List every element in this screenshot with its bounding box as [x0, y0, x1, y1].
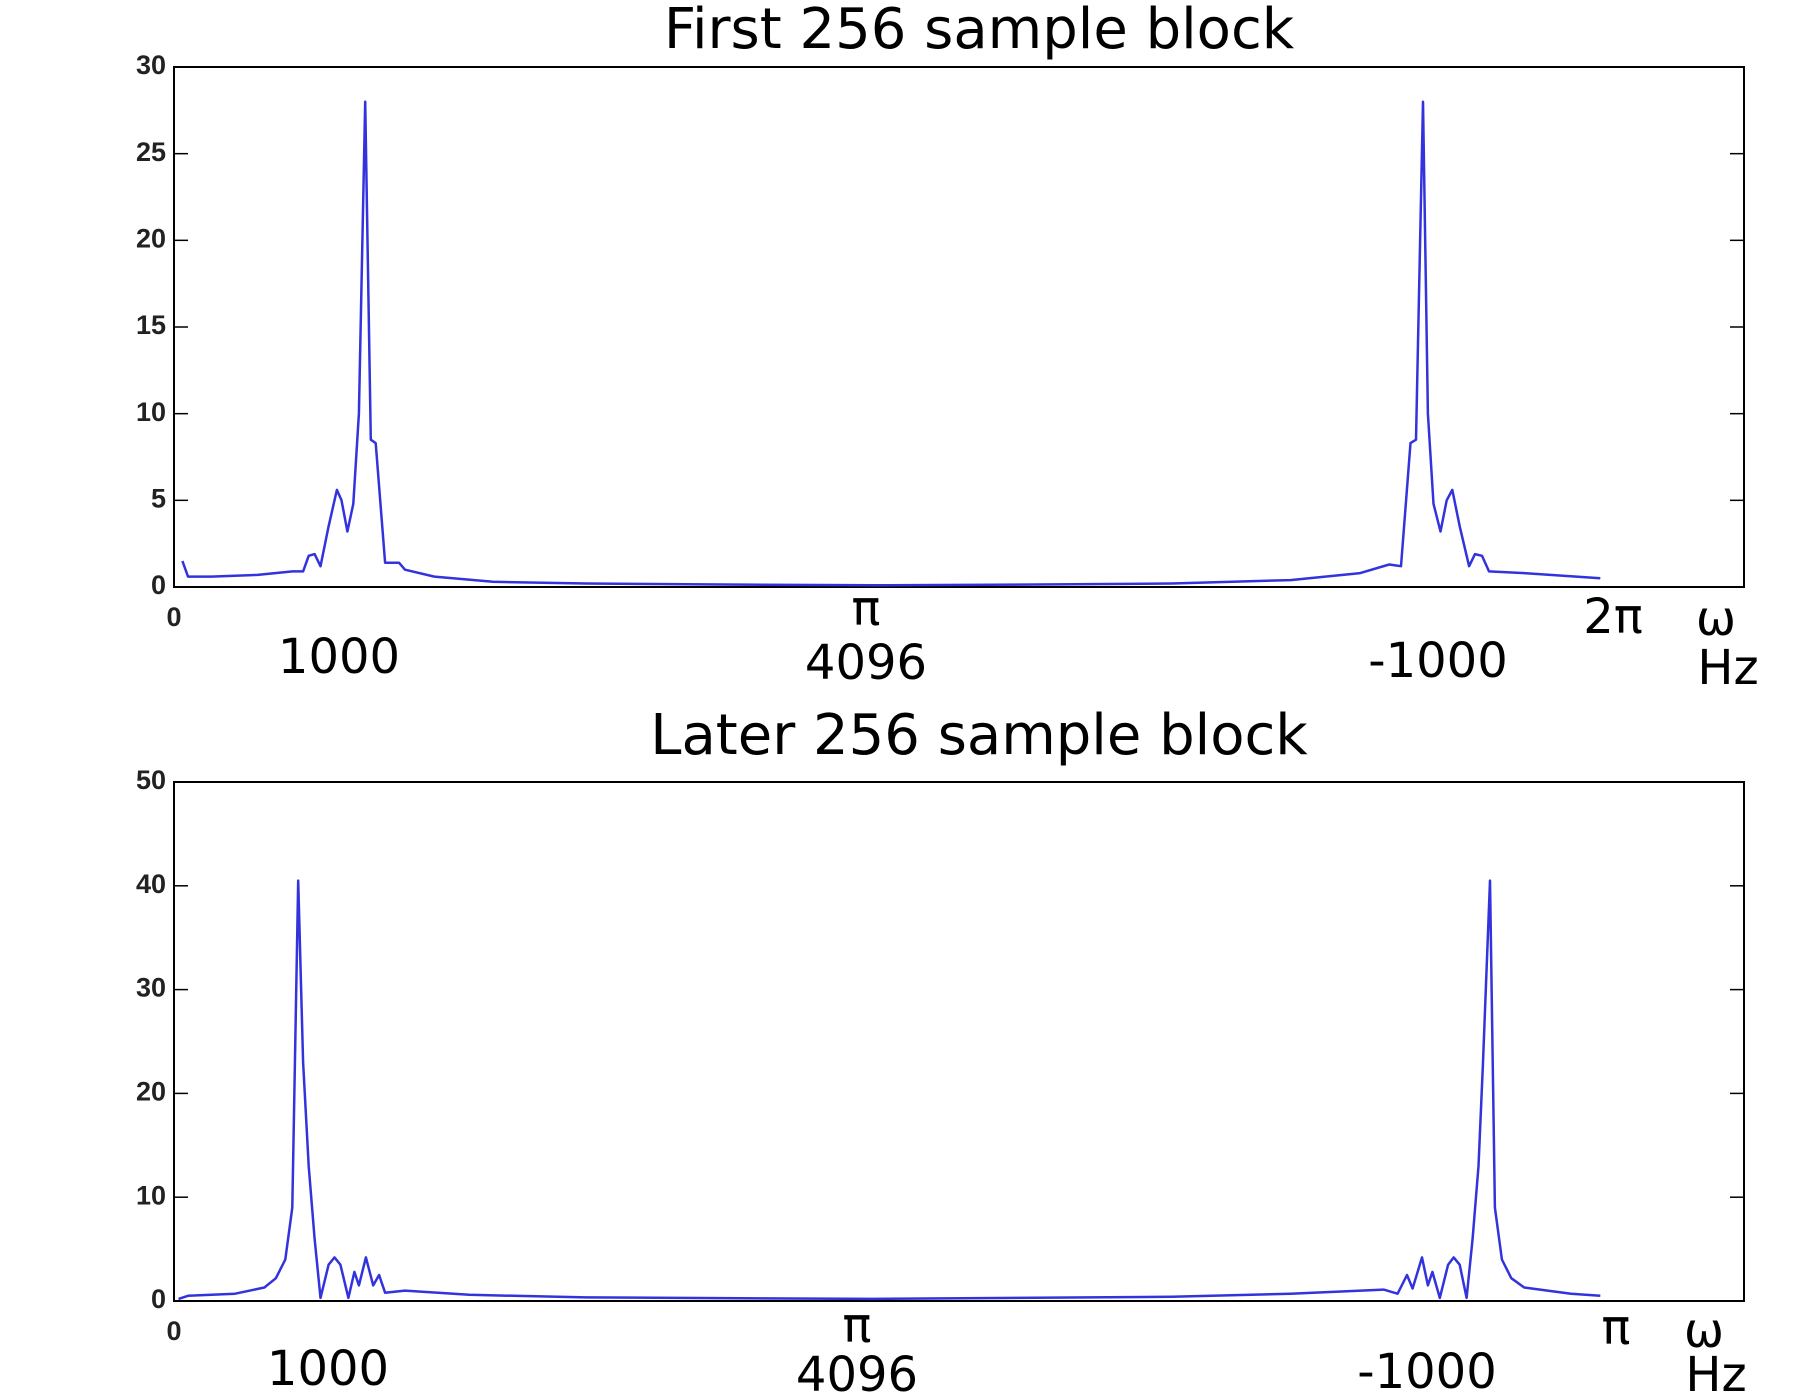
axis-annotation: π: [852, 581, 881, 637]
y-tick-label: 0: [151, 570, 166, 600]
axis-annotation: -1000: [1368, 633, 1507, 689]
y-tick-label: 10: [136, 1180, 166, 1210]
x-tick-label: 0: [166, 1316, 181, 1346]
y-tick-label: 20: [136, 1077, 166, 1107]
axis-annotation: 4096: [796, 1347, 918, 1394]
y-tick-label: 20: [136, 223, 166, 253]
axis-annotation: 1000: [278, 629, 400, 685]
y-tick-label: 5: [151, 483, 166, 513]
y-tick-label: 50: [136, 765, 166, 795]
x-tick-label: 0: [166, 602, 181, 632]
y-tick-label: 15: [136, 310, 166, 340]
chart-title: First 256 sample block: [664, 0, 1295, 62]
y-tick-label: 30: [136, 50, 166, 80]
axis-annotation: π: [843, 1298, 872, 1354]
axis-annotation: -1000: [1357, 1344, 1496, 1394]
axis-annotation: ω: [1684, 1303, 1724, 1359]
y-tick-label: 25: [136, 137, 166, 167]
axis-annotation: ω: [1696, 591, 1736, 647]
plot-frame: [173, 66, 1745, 588]
chart-title: Later 256 sample block: [650, 703, 1308, 768]
data-line: [178, 879, 1601, 1301]
y-tick-label: 30: [136, 973, 166, 1003]
axis-annotation: π: [1602, 1300, 1631, 1356]
axis-annotation: 2π: [1583, 589, 1642, 645]
data-line: [181, 100, 1601, 587]
y-tick-label: 0: [151, 1284, 166, 1314]
axis-annotation: 1000: [267, 1341, 389, 1394]
axis-annotation: 4096: [805, 635, 927, 691]
y-tick-label: 10: [136, 397, 166, 427]
plot-frame: [173, 781, 1745, 1302]
axis-annotation: Hz: [1697, 640, 1758, 696]
y-tick-label: 40: [136, 869, 166, 899]
axis-annotation: Hz: [1685, 1347, 1746, 1394]
